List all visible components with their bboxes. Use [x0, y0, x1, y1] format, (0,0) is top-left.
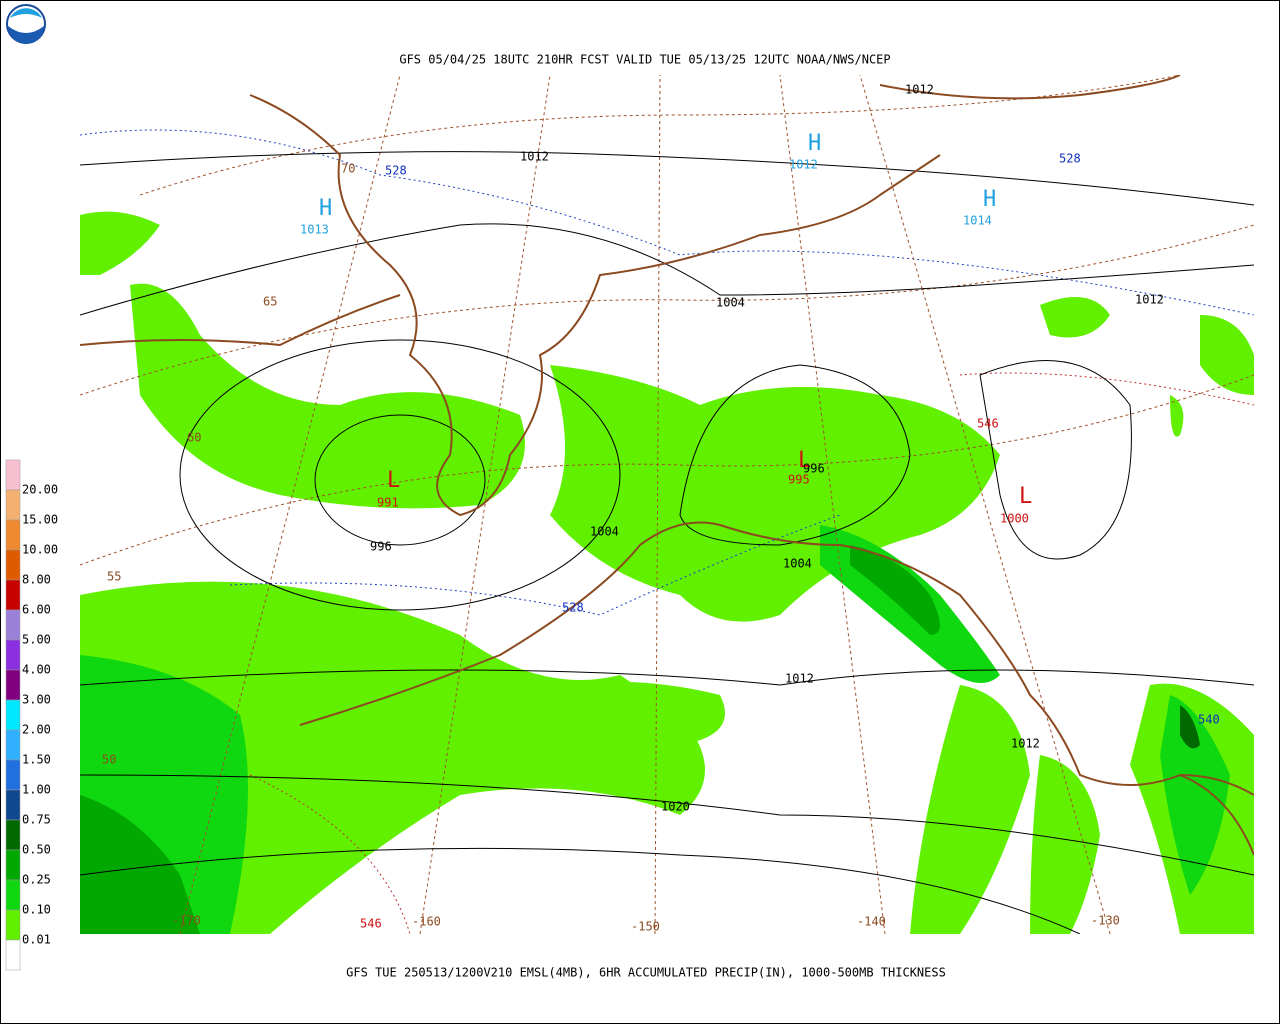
isobars [80, 151, 1254, 934]
noaa-logo [6, 4, 46, 44]
thickness-label: 546 [977, 417, 999, 431]
legend-swatch [5, 639, 21, 671]
isobar-label: 1012 [1011, 737, 1040, 751]
map [80, 75, 1254, 934]
legend-swatch [5, 459, 21, 491]
legend-label: 1.50 [22, 753, 51, 767]
isobar-label: 1004 [716, 296, 745, 310]
legend-swatch [5, 939, 21, 971]
high-marker: H [983, 187, 996, 212]
thickness-label: 540 [1198, 713, 1220, 727]
isobar-label: 1020 [661, 800, 690, 814]
map-labels: 1012 1012 528 H 1012 H 1014 528 H 1013 7… [102, 83, 1220, 934]
legend-swatch [5, 879, 21, 911]
latitude-label: 65 [263, 295, 277, 309]
isobar-label: 996 [370, 540, 392, 554]
legend-swatch [5, 819, 21, 851]
legend-label: 10.00 [22, 543, 58, 557]
legend-swatch [5, 669, 21, 701]
isobar-label: 996 [803, 462, 825, 476]
latitude-label: 70 [341, 162, 355, 176]
low-value: 991 [377, 496, 399, 510]
coastline [80, 75, 1254, 856]
isobar-label: 1012 [520, 150, 549, 164]
legend: 20.00 15.00 10.00 8.00 6.00 5.00 4.00 3.00 2.00 1… [5, 459, 58, 971]
thickness-label: 546 [360, 917, 382, 931]
latitude-label: 50 [102, 753, 116, 767]
high-marker: H [808, 131, 821, 156]
isobar-label: 1004 [590, 525, 619, 539]
legend-label: 6.00 [22, 603, 51, 617]
isobar-label: 1012 [785, 672, 814, 686]
high-marker: H [319, 196, 332, 221]
precip [80, 211, 1254, 934]
legend-label: 0.01 [22, 933, 51, 947]
legend-swatch [5, 699, 21, 731]
legend-label: 1.00 [22, 783, 51, 797]
legend-label: 0.50 [22, 843, 51, 857]
legend-label: 0.10 [22, 903, 51, 917]
longitude-label: -140 [857, 915, 886, 929]
title: GFS 05/04/25 18UTC 210HR FCST VALID TUE … [399, 53, 890, 67]
legend-swatch [5, 519, 21, 551]
legend-label: 8.00 [22, 573, 51, 587]
legend-swatch [5, 909, 21, 941]
low-marker: L [1019, 484, 1032, 509]
thickness-label: 528 [562, 601, 584, 615]
legend-label: 3.00 [22, 693, 51, 707]
legend-label: 5.00 [22, 633, 51, 647]
isobar-label: 1012 [1135, 293, 1164, 307]
longitude-label: -170 [172, 914, 201, 928]
legend-swatch [5, 609, 21, 641]
legend-swatch [5, 729, 21, 761]
thickness-label: 528 [385, 164, 407, 178]
legend-label: 2.00 [22, 723, 51, 737]
low-marker: L [798, 448, 811, 473]
low-value: 1000 [1000, 512, 1029, 526]
legend-swatch [5, 849, 21, 881]
legend-label: 4.00 [22, 663, 51, 677]
legend-swatch [5, 489, 21, 521]
isobar-label: 1004 [783, 557, 812, 571]
caption: GFS TUE 250513/1200V210 EMSL(4MB), 6HR A… [346, 966, 946, 980]
legend-label: 0.75 [22, 813, 51, 827]
thickness-label: 528 [1059, 152, 1081, 166]
legend-label: 0.25 [22, 873, 51, 887]
high-value: 1013 [300, 223, 329, 237]
longitude-label: -150 [631, 920, 660, 934]
legend-swatch [5, 549, 21, 581]
latitude-label: 55 [107, 570, 121, 584]
grid-lines [80, 75, 1254, 934]
low-marker: L [387, 468, 400, 493]
thickness-lines [80, 129, 1254, 934]
legend-swatch [5, 789, 21, 821]
legend-swatch [5, 759, 21, 791]
high-value: 1012 [789, 158, 818, 172]
legend-swatch [5, 579, 21, 611]
low-value: 995 [788, 473, 810, 487]
longitude-label: -130 [1091, 914, 1120, 928]
legend-label: 15.00 [22, 513, 58, 527]
isobar-label: 1012 [905, 83, 934, 97]
legend-label: 20.00 [22, 483, 58, 497]
longitude-label: -160 [412, 915, 441, 929]
latitude-label: 60 [187, 431, 201, 445]
high-value: 1014 [963, 214, 992, 228]
